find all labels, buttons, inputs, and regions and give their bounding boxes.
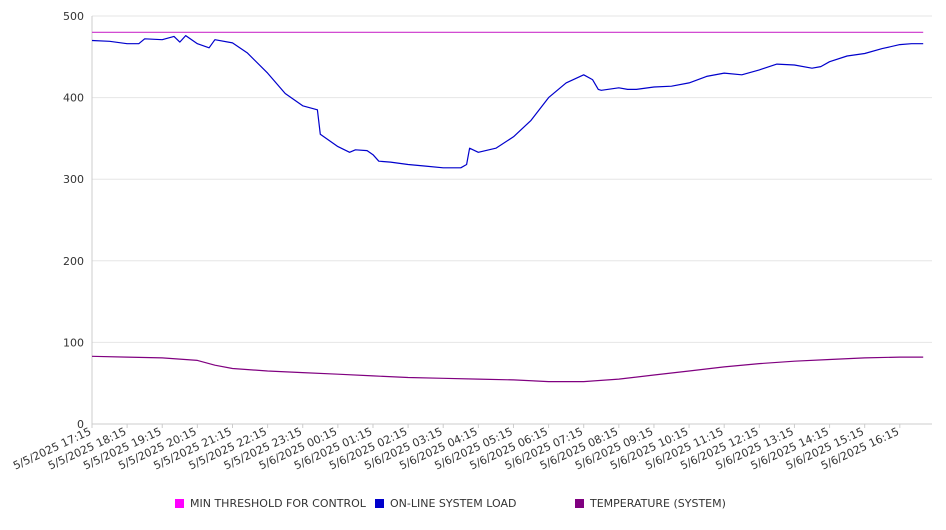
y-tick-label: 0 xyxy=(77,418,84,431)
legend-swatch-min-threshold xyxy=(175,499,184,508)
series-lines xyxy=(91,31,924,383)
y-tick-label: 100 xyxy=(63,336,84,349)
legend-label-temperature: TEMPERATURE (SYSTEM) xyxy=(590,497,726,510)
legend-label-min-threshold: MIN THRESHOLD FOR CONTROL xyxy=(190,497,366,510)
legend-item-system-load[interactable]: ON-LINE SYSTEM LOAD xyxy=(375,497,516,510)
y-tick-label: 400 xyxy=(63,92,84,105)
series-line-temperature-system xyxy=(91,355,924,383)
chart-legend: MIN THRESHOLD FOR CONTROL ON-LINE SYSTEM… xyxy=(0,497,946,515)
legend-swatch-system-load xyxy=(375,499,384,508)
legend-swatch-temperature xyxy=(575,499,584,508)
y-tick-label: 200 xyxy=(63,255,84,268)
series-line-on-line-system-load xyxy=(91,34,924,169)
y-tick-label: 300 xyxy=(63,173,84,186)
legend-item-min-threshold[interactable]: MIN THRESHOLD FOR CONTROL xyxy=(175,497,366,510)
y-tick-label: 500 xyxy=(63,10,84,23)
legend-label-system-load: ON-LINE SYSTEM LOAD xyxy=(390,497,517,510)
gridlines xyxy=(92,15,932,425)
legend-item-temperature[interactable]: TEMPERATURE (SYSTEM) xyxy=(575,497,726,510)
